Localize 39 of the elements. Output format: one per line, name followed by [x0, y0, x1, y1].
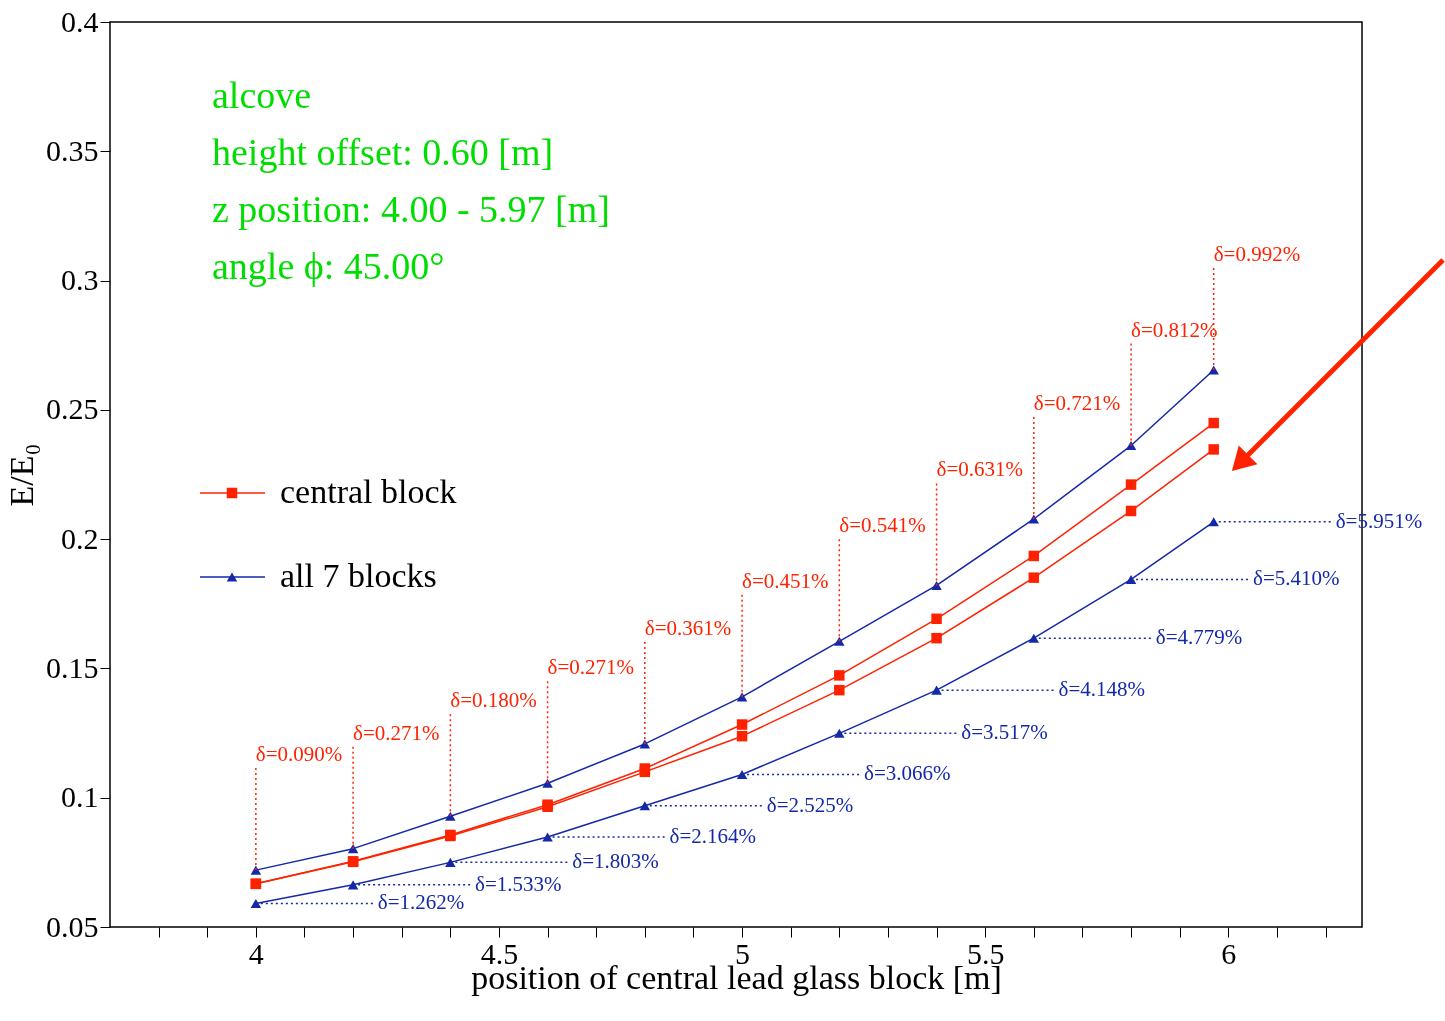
y-tick-label: 0.2 [61, 521, 99, 555]
x-tick-label: 6 [1221, 936, 1237, 970]
annotation: δ=1.533% [475, 871, 562, 896]
annotation: δ=0.812% [1131, 317, 1218, 342]
annotation: δ=5.410% [1253, 566, 1340, 591]
x-tick-label: 4 [248, 936, 264, 970]
y-tick-label: 0.35 [46, 133, 99, 167]
annotation: δ=4.779% [1155, 625, 1243, 650]
y-tick-label: 0.25 [46, 392, 99, 426]
y-tick-label: 0.05 [46, 909, 99, 943]
annotation: δ=1.262% [377, 890, 465, 915]
annotation: δ=0.271% [353, 720, 440, 745]
annotation: δ=2.164% [669, 824, 757, 849]
y-tick-label: 0.3 [61, 263, 99, 297]
annotation: δ=0.992% [1213, 242, 1301, 267]
annotation: δ=2.525% [766, 792, 854, 817]
annotation: z position: 4.00 - 5.97 [m] [212, 188, 610, 230]
annotation: angle ϕ: 45.00° [212, 245, 445, 287]
annotation: δ=0.180% [450, 688, 537, 713]
y-tick-label: 0.4 [61, 4, 99, 38]
annotation: δ=3.517% [961, 720, 1048, 745]
y-axis-title: E/E₀ [3, 443, 40, 507]
annotation: δ=1.803% [572, 849, 659, 874]
annotation: height offset: 0.60 [m] [212, 131, 554, 173]
y-tick-label: 0.1 [61, 780, 99, 814]
legend-label: central block [280, 473, 457, 510]
annotation: δ=0.721% [1033, 390, 1121, 415]
legend-label: all 7 blocks [280, 557, 437, 594]
annotation: δ=0.631% [936, 457, 1024, 482]
annotation: δ=0.541% [839, 513, 926, 538]
annotation: δ=0.361% [644, 615, 732, 640]
x-tick-label: 5 [735, 936, 751, 970]
y-tick-label: 0.15 [46, 650, 99, 684]
annotation: δ=0.271% [547, 655, 635, 680]
annotation: δ=0.451% [742, 568, 829, 593]
annotation: δ=4.148% [1058, 677, 1146, 702]
annotation: δ=3.066% [864, 761, 951, 786]
annotation: alcove [212, 74, 312, 116]
annotation: δ=0.090% [255, 742, 343, 767]
